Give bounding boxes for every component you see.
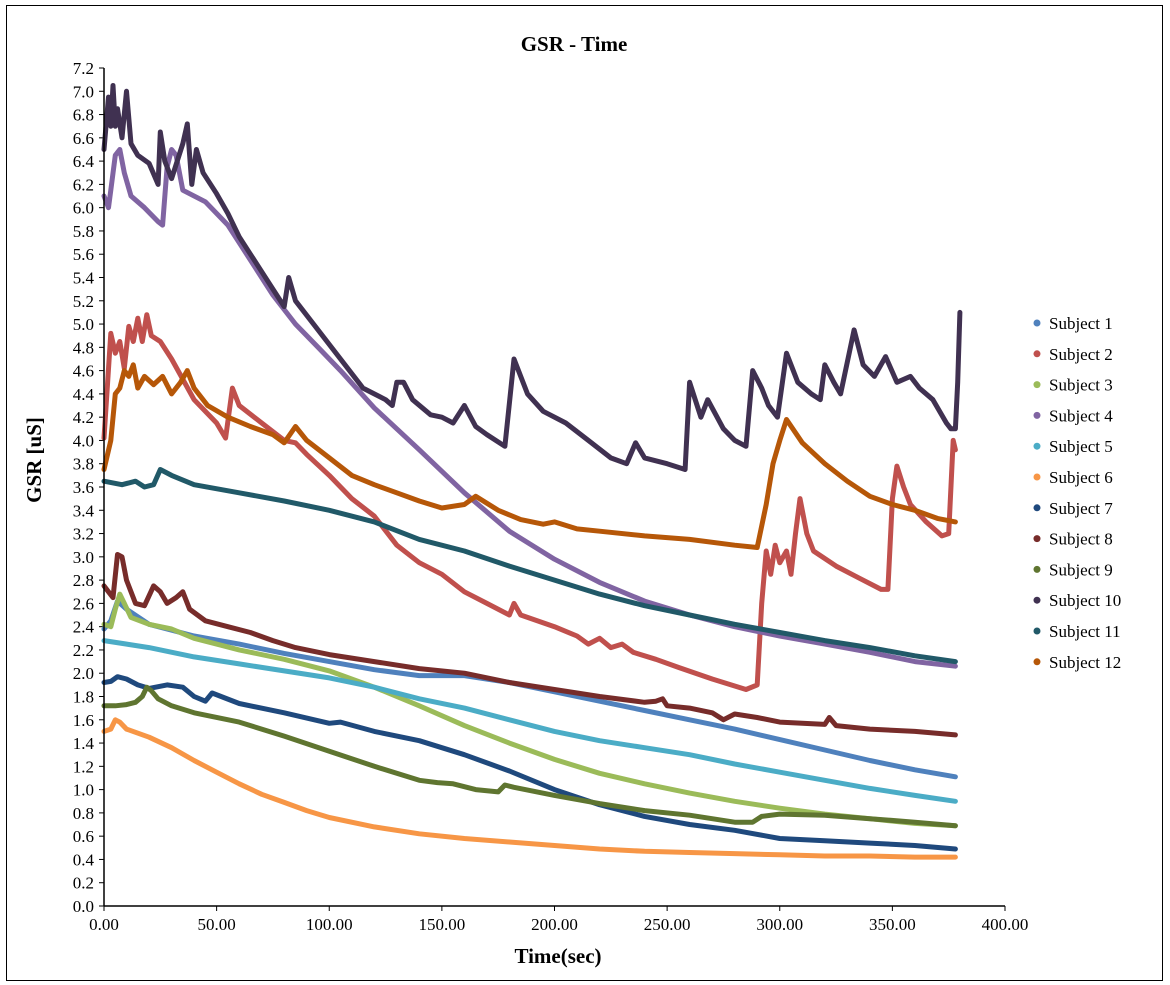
x-tick-label: 50.00 [198, 915, 236, 934]
y-tick-label: 6.6 [73, 129, 94, 148]
y-tick-label: 2.8 [73, 571, 94, 590]
y-tick-label: 4.8 [73, 338, 94, 357]
y-tick-label: 0.0 [73, 897, 94, 916]
legend-label: Subject 8 [1049, 530, 1113, 549]
y-tick-label: 7.0 [73, 82, 94, 101]
series-line-10 [101, 83, 963, 472]
series-line-12 [101, 362, 958, 550]
legend-label: Subject 2 [1049, 345, 1113, 364]
legend-marker [1033, 627, 1041, 635]
legend-label: Subject 1 [1049, 314, 1113, 333]
legend-label: Subject 3 [1049, 376, 1113, 395]
series-line-11 [101, 467, 958, 665]
y-tick-label: 3.8 [73, 455, 94, 474]
y-tick-label: 1.2 [73, 757, 94, 776]
y-tick-label: 3.4 [73, 501, 95, 520]
y-tick-label: 5.0 [73, 315, 94, 334]
legend-marker [1033, 535, 1041, 543]
legend-label: Subject 7 [1049, 499, 1113, 518]
y-tick-label: 5.2 [73, 292, 94, 311]
y-tick-label: 3.2 [73, 525, 94, 544]
legend: Subject 1 Subject 2 Subject 3 Subject 4 Subj… [1033, 314, 1121, 672]
y-tick-label: 2.0 [73, 664, 94, 683]
legend-label: Subject 9 [1049, 560, 1113, 579]
y-tick-label: 5.6 [73, 245, 94, 264]
y-tick-label: 4.4 [73, 385, 95, 404]
legend-label: Subject 6 [1049, 468, 1113, 487]
series-lines [101, 83, 963, 860]
y-tick-label: 2.2 [73, 641, 94, 660]
x-tick-label: 250.00 [644, 915, 691, 934]
legend-marker [1033, 350, 1041, 358]
x-axis-ticks: 0.00 50.00 100.00 150.00 200.00 250.00 300.00 3… [89, 906, 1028, 934]
y-tick-label: 4.0 [73, 431, 94, 450]
legend-label: Subject 4 [1049, 406, 1113, 425]
legend-marker [1033, 319, 1041, 327]
y-tick-label: 6.2 [73, 175, 94, 194]
legend-label: Subject 5 [1049, 437, 1113, 456]
legend-label: Subject 10 [1049, 591, 1121, 610]
x-tick-label: 350.00 [869, 915, 916, 934]
y-tick-label: 2.4 [73, 618, 95, 637]
series-line-2 [101, 312, 958, 692]
chart-frame [6, 5, 1163, 981]
chart-title: GSR - Time [521, 32, 628, 56]
y-tick-label: 5.4 [73, 269, 95, 288]
series-line-5 [101, 638, 958, 804]
x-tick-label: 300.00 [756, 915, 803, 934]
legend-label: Subject 11 [1049, 622, 1121, 641]
y-tick-label: 7.2 [73, 59, 94, 78]
y-tick-label: 0.2 [73, 874, 94, 893]
legend-marker [1033, 565, 1041, 573]
legend-marker [1033, 504, 1041, 512]
legend-marker [1033, 381, 1041, 389]
y-tick-label: 3.6 [73, 478, 94, 497]
y-tick-label: 0.6 [73, 827, 94, 846]
y-tick-label: 5.8 [73, 222, 94, 241]
series-line-7 [101, 674, 958, 852]
x-axis-title: Time(sec) [514, 944, 601, 968]
y-tick-label: 4.2 [73, 408, 94, 427]
x-tick-label: 200.00 [531, 915, 578, 934]
series-line-9 [101, 684, 958, 829]
legend-marker [1033, 473, 1041, 481]
y-tick-label: 6.0 [73, 199, 94, 218]
y-tick-label: 2.6 [73, 594, 94, 613]
y-axis-ticks: 0.0 0.2 0.4 0.6 0.8 1.0 1.2 1.4 1.6 1.8 2.0 2.2 2.4 2… [73, 59, 104, 916]
y-tick-label: 1.8 [73, 688, 94, 707]
legend-marker [1033, 596, 1041, 604]
series-line-6 [101, 717, 958, 860]
legend-label: Subject 12 [1049, 653, 1121, 672]
y-tick-label: 1.4 [73, 734, 95, 753]
legend-marker [1033, 658, 1041, 666]
x-tick-label: 100.00 [306, 915, 353, 934]
y-tick-label: 6.8 [73, 106, 94, 125]
y-tick-label: 1.6 [73, 711, 94, 730]
x-tick-label: 400.00 [982, 915, 1029, 934]
y-tick-label: 1.0 [73, 781, 94, 800]
y-tick-label: 6.4 [73, 152, 95, 171]
x-tick-label: 150.00 [419, 915, 466, 934]
y-axis-title: GSR [uS] [22, 417, 46, 503]
legend-marker [1033, 442, 1041, 450]
x-tick-label: 0.00 [89, 915, 119, 934]
y-tick-label: 0.8 [73, 804, 94, 823]
legend-marker [1033, 411, 1041, 419]
series-line-8 [101, 552, 958, 738]
y-tick-label: 0.4 [73, 850, 95, 869]
y-tick-label: 3.0 [73, 548, 94, 567]
y-tick-label: 4.6 [73, 362, 94, 381]
